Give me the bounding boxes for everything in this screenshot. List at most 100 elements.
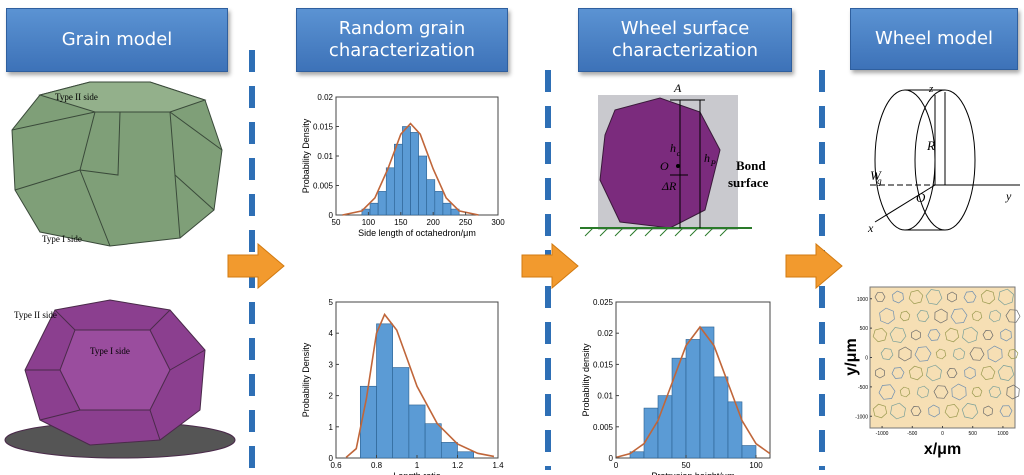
grain-outline [916,310,930,322]
grain-outline [980,289,996,305]
y-tick-label: 0.005 [593,423,614,432]
grain-outline [910,406,922,416]
y-tick-label: 0 [865,356,868,362]
diagram-label: O [660,159,669,173]
grain-outline [997,365,1015,381]
wheel-diagram [870,89,1020,231]
grain-outline [987,345,1003,363]
grain-outline [952,347,966,361]
grain-outline [934,308,948,324]
y-tick-label: 1000 [857,297,868,303]
grain-outline [983,405,993,417]
grain-outline [874,292,886,302]
grain-outline [872,403,888,419]
y-tick-label: 0.005 [313,182,334,191]
y-tick-label: 500 [860,326,869,332]
grain-outline [980,366,996,380]
grain-outline [898,346,912,362]
grain-outline [899,310,911,322]
diagram-label-sub: c [677,149,681,158]
bar [741,445,757,459]
grain-outline [1000,328,1012,342]
x-axis-label: Protrusion height/μm [651,471,734,475]
bar [402,126,411,216]
fit-curve [615,325,771,459]
bar [359,385,377,459]
header: Grain model [6,8,228,72]
grain-outline [961,403,979,419]
diagram-label-sub: g [877,176,882,186]
map-area [869,286,1016,429]
grain-outline [879,307,895,325]
bar [418,155,428,216]
diagram-label: x [867,221,874,235]
grain-outline [872,327,888,343]
diagram-label: R [926,138,935,153]
grain-outline [908,365,924,381]
x-tick-label: 0 [614,461,619,470]
grain-outline [911,329,921,341]
grain-outline [988,385,1002,399]
y-tick-label: -500 [858,385,868,391]
grain-outline [933,385,949,399]
bar [426,179,436,216]
header: Wheel surface characterization [578,8,792,72]
grain-outline [969,347,985,361]
protrusion-diagram [580,95,752,237]
diagram-label: surface [728,175,769,190]
y-tick-label: 1 [329,423,334,432]
x-tick-label: -1000 [876,431,889,437]
x-axis-label: Length ratio [393,471,441,475]
grain-outline [964,366,976,380]
grain-outline [951,383,967,401]
grain-outline [914,346,932,362]
grain-outline [998,288,1014,306]
grain-outline [1007,348,1019,360]
bar [424,423,442,459]
grain-outline [971,310,983,322]
grain-outline [944,404,960,418]
grain-outline [892,290,904,304]
y-tick-label: 0 [329,211,334,220]
x-tick-label: 300 [491,218,505,227]
grain-outline [946,368,958,378]
grain-label: Type II side [55,92,98,102]
grain-outline [962,326,978,344]
y-tick-label: 3 [329,360,334,369]
y-axis-label: Probability density [581,343,591,417]
grain-purple [4,299,236,459]
x-tick-label: 100 [362,218,376,227]
x-tick-label: 1 [415,461,420,470]
grain-outline [982,330,994,340]
fit-curve [342,122,479,216]
bar [408,404,426,459]
grain-outline [935,348,947,360]
y-axis-label: Probability Density [301,342,311,417]
grain-outline [927,329,941,341]
bar [369,202,379,216]
bar [699,326,715,459]
grain-outline [963,291,977,303]
grain-outline [971,386,983,398]
x-tick-label: 1.4 [492,461,504,470]
x-tick-label: 500 [969,431,978,437]
bar [394,143,403,216]
y-tick-label: 0.01 [317,152,333,161]
bar [434,191,444,216]
y-tick-label: 0.015 [313,123,334,132]
bar [385,167,395,216]
grain-outline [1005,309,1021,323]
grain-outline [988,309,1002,323]
bar [727,401,743,459]
x-tick-label: 50 [682,461,691,470]
grain-outline [916,385,930,399]
bar [377,191,387,216]
grain-label: Type I side [42,234,82,244]
grain-outlines [869,286,1021,429]
header: Wheel model [850,8,1018,70]
grain-outline [899,386,911,398]
grain-outline [875,367,885,379]
x-tick-label: 1.2 [452,461,464,470]
